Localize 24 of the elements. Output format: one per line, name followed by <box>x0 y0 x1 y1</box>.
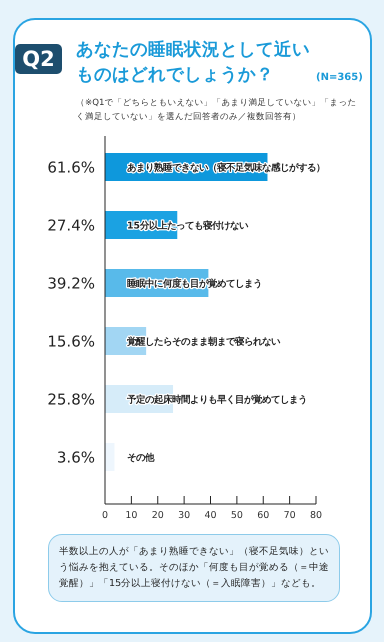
x-tick-label: 10 <box>125 510 138 521</box>
x-tick-label: 40 <box>204 510 217 521</box>
x-tick-label: 80 <box>310 510 322 521</box>
text: (N=365) <box>316 72 363 83</box>
y-tick-label: 覚醒したらそのまま朝まで寝られない <box>127 336 280 348</box>
data-label: 27.4% <box>47 216 95 234</box>
data-label: 15.6% <box>47 332 95 350</box>
text: Q2 <box>15 44 62 74</box>
x-tick-label: 50 <box>230 510 243 521</box>
chart-subtitle: （※Q1で「どちらともいえない」「あまり満足していない」「まったく満足していない」を選んだ回答者のみ／複数回答有） <box>76 97 358 124</box>
x-tick-label: 70 <box>284 510 296 521</box>
data-label: 61.6% <box>47 158 95 176</box>
chart-title: あなたの睡眠状況として近いものはどれでしょうか？ <box>76 39 311 87</box>
x-tick-label: 60 <box>257 510 270 521</box>
x-tick-label: 0 <box>102 510 108 521</box>
data-label: 39.2% <box>47 274 95 292</box>
bar <box>105 443 114 471</box>
data-label: 3.6% <box>56 448 95 466</box>
x-tick-label: 30 <box>178 510 190 521</box>
text: 半数以上の人が「あまり熟睡できない」（寝不足気味）という悩みを抱えている。そのほか「何度も目が覚める（＝中途覚醒）」「15分以上寝付けない（＝入眠障害）」なども。 <box>48 534 340 602</box>
x-tick-label: 20 <box>152 510 164 521</box>
y-tick-label: 予定の起床時間よりも早く目が覚めてしまう <box>126 394 307 406</box>
data-label: 25.8% <box>47 390 95 408</box>
y-tick-label: その他 <box>127 452 155 464</box>
